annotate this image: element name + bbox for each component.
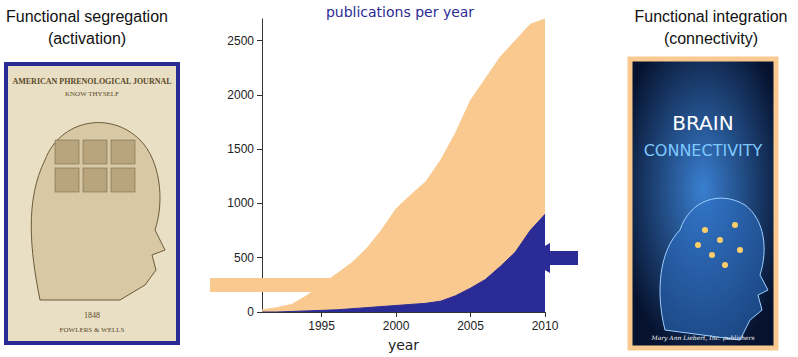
svg-text:2000: 2000 [383, 319, 410, 333]
svg-text:Mary Ann Liebert, Inc. publish: Mary Ann Liebert, Inc. publishers [650, 334, 754, 342]
svg-text:1000: 1000 [227, 196, 254, 210]
html-text:Functional integration: Functional integration [634, 8, 788, 25]
svg-text:2005: 2005 [457, 319, 484, 333]
html-text:(connectivity): (connectivity) [663, 30, 759, 47]
svg-text:2000: 2000 [227, 88, 254, 102]
html-text:Functional segregation: Functional segregation [6, 8, 168, 25]
svg-text:1995: 1995 [308, 319, 335, 333]
svg-text:AMERICAN PHRENOLOGICAL JOURNAL: AMERICAN PHRENOLOGICAL JOURNAL [12, 77, 171, 86]
svg-text:BRAIN: BRAIN [672, 111, 733, 135]
svg-text:2500: 2500 [227, 34, 254, 48]
svg-text:KNOW THYSELF: KNOW THYSELF [65, 90, 119, 98]
svg-text:CONNECTIVITY: CONNECTIVITY [644, 141, 763, 160]
svg-text:2010: 2010 [532, 319, 559, 333]
svg-text:500: 500 [234, 251, 254, 265]
svg-text:1500: 1500 [227, 142, 254, 156]
svg-text:FOWLERS & WELLS: FOWLERS & WELLS [60, 326, 125, 334]
svg-text:0: 0 [247, 305, 254, 319]
html-text:(activation): (activation) [47, 30, 127, 47]
svg-text:publications per year: publications per year [326, 4, 474, 20]
svg-text:1848: 1848 [84, 311, 100, 320]
svg-text:year: year [388, 337, 419, 353]
